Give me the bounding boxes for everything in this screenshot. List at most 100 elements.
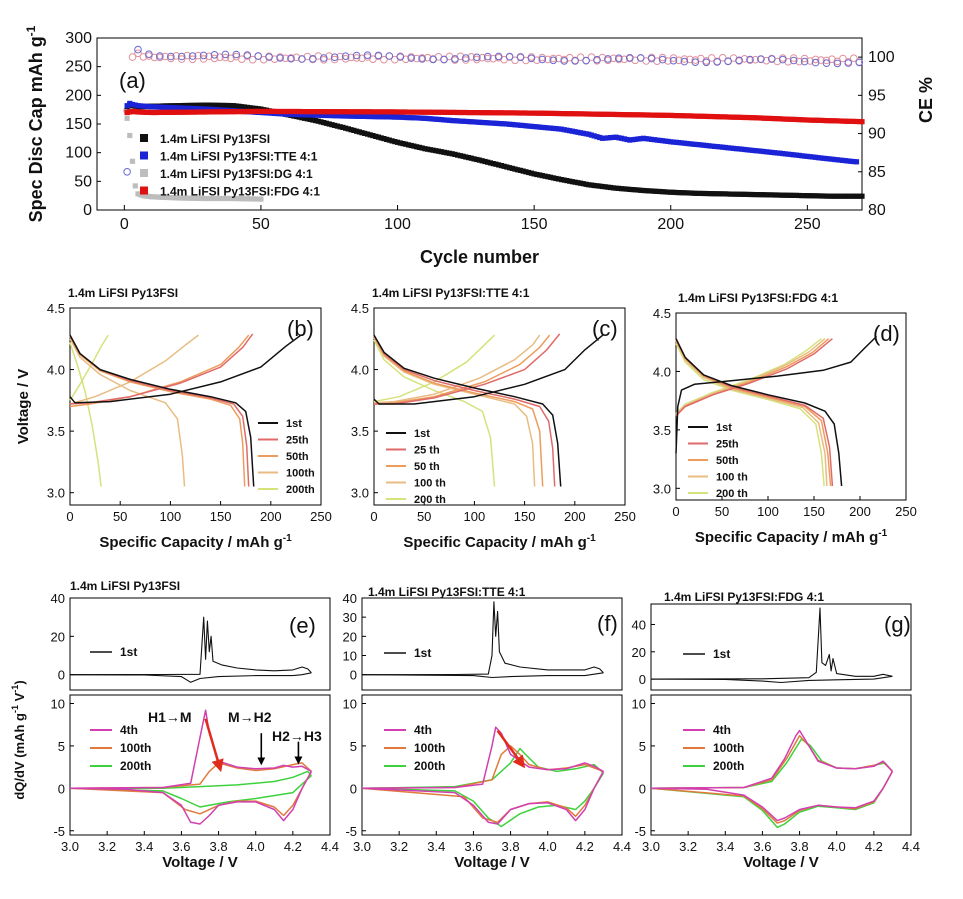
axes-frame — [650, 603, 912, 691]
capacity-point — [616, 111, 622, 118]
capacity-point — [479, 158, 485, 164]
discharge-curve — [373, 337, 536, 487]
capacity-point — [501, 163, 507, 169]
ce-point — [811, 58, 820, 67]
capacity-point — [430, 147, 436, 153]
y-axis-title-text: Spec Disc Cap mAh g — [26, 36, 46, 222]
capacity-point — [444, 109, 450, 115]
ce-point — [822, 59, 831, 68]
capacity-point — [624, 186, 630, 192]
capacity-point — [845, 158, 851, 164]
capacity-point — [192, 195, 198, 201]
legend-label: 1.4m LiFSI Py13FSI — [160, 132, 270, 146]
capacity-point — [233, 196, 239, 202]
capacity-point — [140, 109, 146, 115]
capacity-point — [334, 123, 340, 129]
capacity-point — [725, 145, 731, 151]
capacity-point — [769, 115, 775, 122]
capacity-point — [635, 136, 641, 142]
capacity-point — [837, 193, 843, 199]
capacity-point — [785, 192, 791, 198]
capacity-point — [425, 146, 431, 152]
capacity-point — [507, 110, 513, 116]
ce-point — [724, 57, 732, 66]
capacity-point — [752, 148, 758, 154]
x-tick-label: 3.6 — [172, 839, 190, 854]
capacity-point — [293, 108, 299, 115]
capacity-point — [676, 140, 682, 146]
y-tick-label: 0 — [58, 781, 65, 796]
capacity-point — [146, 193, 152, 199]
ce-point — [396, 53, 405, 61]
capacity-point — [583, 181, 589, 187]
profile-series — [69, 334, 250, 487]
ce-point — [352, 51, 361, 60]
capacity-point — [127, 100, 133, 106]
capacity-point — [594, 134, 600, 140]
capacity-point — [351, 113, 357, 119]
capacity-point — [364, 131, 371, 137]
y-tick-label: 40 — [51, 591, 65, 606]
capacity-point — [231, 195, 237, 202]
capacity-point — [233, 103, 239, 109]
capacity-point — [681, 113, 687, 119]
ce-point — [658, 53, 667, 62]
capacity-point — [684, 140, 690, 147]
panel-title: 1.4m LiFSI Py13FSI:TTE 4:1 — [368, 585, 526, 599]
capacity-point — [501, 110, 507, 116]
legend-label: 1st — [414, 428, 430, 440]
profile-series — [675, 338, 828, 487]
capacity-point — [608, 184, 614, 191]
capacity-point — [364, 113, 371, 120]
ce-point — [647, 54, 656, 63]
capacity-point — [761, 115, 767, 121]
capacity-point — [646, 112, 652, 118]
x-axis-title: Voltage / V — [162, 854, 238, 871]
capacity-point — [619, 112, 625, 118]
ce-point — [675, 56, 683, 65]
x-tick-label: 100 — [757, 504, 779, 519]
capacity-point — [389, 114, 395, 120]
capacity-point — [807, 154, 813, 160]
capacity-point — [460, 118, 466, 124]
capacity-point — [201, 106, 207, 112]
capacity-point — [834, 157, 840, 163]
capacity-point — [198, 195, 204, 201]
capacity-point — [758, 192, 764, 198]
x-tick-label: 3.2 — [390, 839, 408, 854]
y2-axis-title: CE % — [916, 77, 936, 123]
ce-point — [292, 53, 301, 62]
capacity-point — [578, 111, 584, 117]
capacity-point — [348, 113, 354, 119]
capacity-point — [381, 136, 387, 142]
capacity-point — [299, 115, 305, 121]
capacity-point — [728, 114, 734, 120]
capacity-point — [435, 148, 442, 154]
capacity-point — [561, 177, 567, 183]
ce-point — [451, 55, 459, 63]
charge-curve — [373, 334, 551, 405]
capacity-point — [468, 110, 474, 116]
capacity-point — [129, 101, 136, 108]
capacity-point — [129, 158, 136, 164]
capacity-point — [165, 109, 171, 115]
y-axis-title-sup: -1 — [24, 25, 38, 36]
capacity-point — [482, 110, 488, 116]
capacity-point — [411, 109, 417, 115]
capacity-point — [528, 110, 534, 116]
capacity-point — [187, 195, 193, 201]
ce-point — [227, 54, 235, 63]
capacity-point — [556, 176, 562, 182]
x-axis-title-text: Specific Capacity / mAh g — [695, 529, 878, 546]
x-tick-label: 4.0 — [828, 839, 846, 854]
capacity-point — [441, 117, 447, 123]
y-tick-label: 0 — [639, 781, 646, 796]
x-tick-label: 4.2 — [284, 839, 302, 854]
capacity-point — [728, 145, 734, 151]
capacity-point — [195, 106, 201, 112]
capacity-point — [277, 108, 283, 115]
ce-point — [691, 56, 700, 64]
dqdv-charge — [70, 770, 312, 790]
capacity-point — [599, 135, 605, 141]
capacity-point — [821, 155, 827, 161]
